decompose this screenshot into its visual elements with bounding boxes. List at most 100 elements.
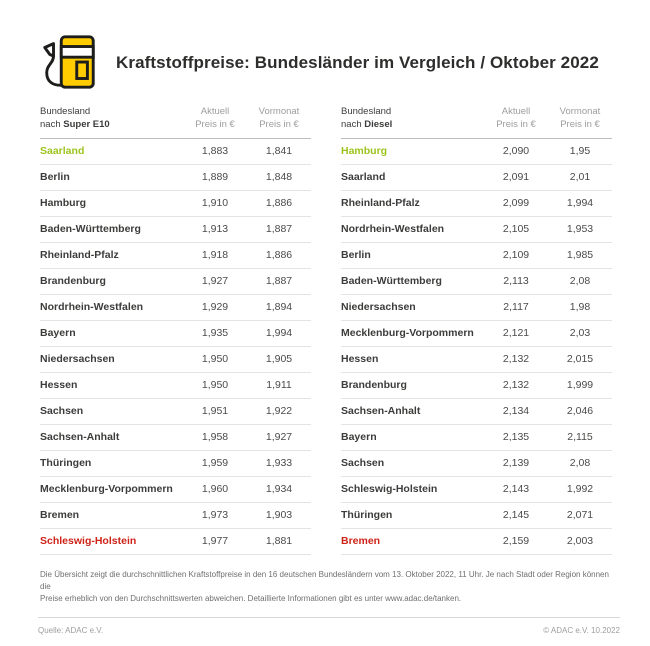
bundesland-label: Hessen — [40, 379, 78, 392]
aktuell-value: 1,883 — [201, 145, 229, 158]
vormonat-value: 1,985 — [566, 249, 594, 262]
bundesland-label: Hamburg — [40, 197, 87, 210]
bundesland-label: Mecklenburg-Vorpommern — [40, 483, 173, 496]
super-e10-table: Bundesland nach Super E10 Aktuell Preis … — [40, 106, 311, 555]
table-row: Thüringen 2,145 2,071 — [341, 503, 612, 529]
table-row: Bayern 2,135 2,115 — [341, 425, 612, 451]
bundesland-label: Rheinland-Pfalz — [341, 197, 420, 210]
bundesland-label: Thüringen — [40, 457, 92, 470]
table-row: Schleswig-Holstein 2,143 1,992 — [341, 477, 612, 503]
diesel-table-body: Hamburg 2,090 1,95 Saarland 2,091 2,01 Rheinla… — [341, 139, 612, 555]
vormonat-value: 1,887 — [265, 223, 293, 236]
vormonat-value: 2,08 — [569, 275, 591, 288]
bundesland-label: Schleswig-Holstein — [40, 535, 137, 548]
table-row: Nordrhein-Westfalen 2,105 1,953 — [341, 217, 612, 243]
aktuell-value: 2,159 — [502, 535, 530, 548]
aktuell-value: 2,113 — [503, 275, 529, 288]
vormonat-value: 2,046 — [566, 405, 594, 418]
bundesland-label: Mecklenburg-Vorpommern — [341, 327, 474, 340]
column-header-vormonat: Vormonat Preis in € — [559, 106, 601, 130]
bundesland-label: Nordrhein-Westfalen — [341, 223, 445, 236]
aktuell-value: 2,099 — [502, 197, 530, 210]
bundesland-label: Brandenburg — [40, 275, 106, 288]
source-label: Quelle: ADAC e.V. — [38, 625, 104, 635]
vormonat-value: 1,886 — [265, 197, 293, 210]
table-row: Thüringen 1,959 1,933 — [40, 451, 311, 477]
bundesland-label: Saarland — [40, 145, 85, 158]
bundesland-label: Hamburg — [341, 145, 388, 158]
tables-container: Bundesland nach Super E10 Aktuell Preis … — [0, 94, 650, 555]
table-row: Nordrhein-Westfalen 1,929 1,894 — [40, 295, 311, 321]
bundesland-label: Brandenburg — [341, 379, 407, 392]
vormonat-value: 2,01 — [569, 171, 591, 184]
bundesland-label: Rheinland-Pfalz — [40, 249, 119, 262]
column-header-aktuell: Aktuell Preis in € — [496, 106, 536, 130]
table-row: Hamburg 1,910 1,886 — [40, 191, 311, 217]
bundesland-label: Sachsen-Anhalt — [341, 405, 421, 418]
aktuell-value: 1,913 — [201, 223, 229, 236]
vormonat-value: 1,994 — [265, 327, 293, 340]
bundesland-label: Niedersachsen — [341, 301, 416, 314]
aktuell-value: 1,951 — [201, 405, 229, 418]
aktuell-value: 2,132 — [502, 379, 530, 392]
table-row: Sachsen 1,951 1,922 — [40, 399, 311, 425]
table-row: Berlin 2,109 1,985 — [341, 243, 612, 269]
table-row: Rheinland-Pfalz 1,918 1,886 — [40, 243, 311, 269]
column-header-aktuell: Aktuell Preis in € — [195, 106, 235, 130]
diesel-table: Bundesland nach Diesel Aktuell Preis in … — [341, 106, 612, 555]
table-row: Sachsen-Anhalt 1,958 1,927 — [40, 425, 311, 451]
vormonat-value: 1,98 — [569, 301, 591, 314]
column-header-bundesland: Bundesland nach Super E10 — [40, 106, 110, 130]
bundesland-label: Baden-Württemberg — [40, 223, 141, 236]
copyright-label: © ADAC e.V. 10.2022 — [543, 625, 620, 635]
bundesland-label: Baden-Württemberg — [341, 275, 442, 288]
table-row: Niedersachsen 2,117 1,98 — [341, 295, 612, 321]
vormonat-value: 2,115 — [567, 431, 593, 444]
bundesland-label: Saarland — [341, 171, 386, 184]
aktuell-value: 1,929 — [201, 301, 229, 314]
table-row: Mecklenburg-Vorpommern 1,960 1,934 — [40, 477, 311, 503]
table-row: Baden-Württemberg 2,113 2,08 — [341, 269, 612, 295]
aktuell-value: 2,135 — [502, 431, 530, 444]
diesel-table-header: Bundesland nach Diesel Aktuell Preis in … — [341, 106, 612, 139]
fuel-type-label: Super E10 — [63, 118, 110, 130]
aktuell-value: 2,132 — [502, 353, 530, 366]
bundesland-label: Hessen — [341, 353, 379, 366]
table-row: Saarland 2,091 2,01 — [341, 165, 612, 191]
vormonat-value: 1,903 — [265, 509, 293, 522]
vormonat-value: 1,848 — [265, 171, 293, 184]
fuel-type-label: Diesel — [364, 118, 393, 130]
table-row: Brandenburg 2,132 1,999 — [341, 373, 612, 399]
table-row: Hessen 1,950 1,911 — [40, 373, 311, 399]
aktuell-value: 1,950 — [201, 379, 229, 392]
table-row: Saarland 1,883 1,841 — [40, 139, 311, 165]
vormonat-value: 1,934 — [265, 483, 293, 496]
bundesland-label: Sachsen — [341, 457, 385, 470]
vormonat-value: 1,911 — [266, 379, 292, 392]
table-row: Brandenburg 1,927 1,887 — [40, 269, 311, 295]
fuel-pump-icon — [38, 32, 100, 94]
vormonat-value: 2,015 — [566, 353, 594, 366]
table-row: Schleswig-Holstein 1,977 1,881 — [40, 529, 311, 555]
vormonat-value: 1,841 — [265, 145, 293, 158]
vormonat-value: 1,881 — [265, 535, 293, 548]
table-row: Baden-Württemberg 1,913 1,887 — [40, 217, 311, 243]
aktuell-value: 2,091 — [502, 171, 530, 184]
bundesland-label: Bayern — [40, 327, 76, 340]
vormonat-value: 2,08 — [569, 457, 591, 470]
aktuell-value: 1,889 — [201, 171, 229, 184]
bundesland-label: Sachsen-Anhalt — [40, 431, 120, 444]
table-row: Sachsen 2,139 2,08 — [341, 451, 612, 477]
bundesland-label: Berlin — [40, 171, 70, 184]
bundesland-label: Bremen — [341, 535, 381, 548]
bundesland-label: Berlin — [341, 249, 371, 262]
aktuell-value: 2,117 — [503, 301, 529, 314]
vormonat-value: 1,933 — [265, 457, 293, 470]
bundesland-label: Thüringen — [341, 509, 393, 522]
footer-divider — [38, 616, 620, 618]
super-e10-table-header: Bundesland nach Super E10 Aktuell Preis … — [40, 106, 311, 139]
vormonat-value: 1,922 — [265, 405, 293, 418]
bundesland-label: Bayern — [341, 431, 377, 444]
vormonat-value: 2,003 — [566, 535, 594, 548]
